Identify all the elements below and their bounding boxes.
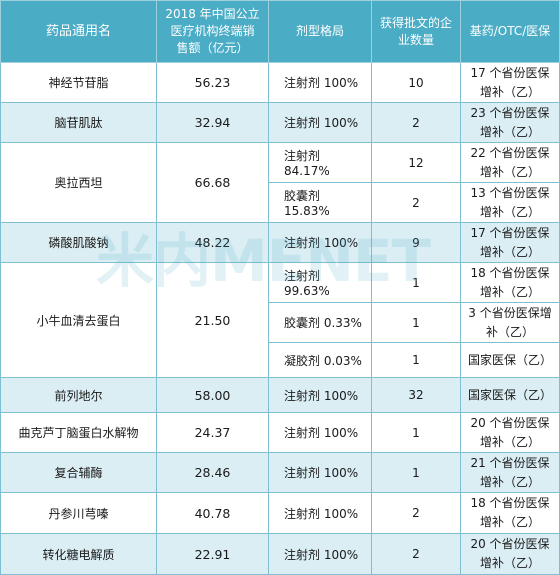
header-category: 基药/OTC/医保 — [460, 0, 560, 63]
table-row: 曲克芦丁脑蛋白水解物 24.37 注射剂 100% 1 20 个省份医保增补（乙… — [0, 412, 560, 453]
company-count-cell: 1 — [371, 412, 461, 453]
company-count-cell: 10 — [371, 62, 461, 103]
category-cell: 20 个省份医保增补（乙） — [460, 533, 560, 575]
company-count-cell: 1 — [371, 452, 461, 493]
drug-name-cell: 丹参川芎嗪 — [0, 492, 157, 534]
table-row: 胶囊剂 0.33% 1 3 个省份医保增补（乙） — [1, 302, 560, 343]
dosage-form-cell: 注射剂 99.63% — [268, 262, 372, 303]
drug-name-cell: 复合辅酶 — [0, 452, 157, 493]
dosage-form-cell: 注射剂 100% — [268, 102, 372, 143]
drug-name-cell: 脑苷肌肽 — [0, 102, 157, 143]
company-count-cell: 1 — [371, 302, 461, 343]
category-cell: 21 个省份医保增补（乙） — [460, 452, 560, 493]
header-company-count: 获得批文的企业数量 — [371, 0, 461, 63]
dosage-form-cell: 注射剂 100% — [268, 222, 372, 263]
table-row: 神经节苷脂 56.23 注射剂 100% 10 17 个省份医保增补（乙） — [0, 62, 560, 103]
table-row: 磷酸肌酸钠 48.22 注射剂 100% 9 17 个省份医保增补（乙） — [0, 222, 560, 263]
header-drug-name: 药品通用名 — [0, 0, 157, 63]
dosage-form-cell: 胶囊剂 0.33% — [268, 302, 372, 343]
dosage-form-cell: 注射剂 84.17% — [268, 142, 372, 183]
table-row: 奥拉西坦 66.68 注射剂 84.17% 12 22 个省份医保增补（乙） — [0, 142, 560, 223]
drug-name-cell: 前列地尔 — [0, 377, 157, 413]
sales-cell: 48.22 — [156, 222, 269, 263]
header-dosage-form: 剂型格局 — [268, 0, 372, 63]
dosage-form-cell: 注射剂 100% — [268, 62, 372, 103]
dosage-form-cell: 注射剂 100% — [268, 492, 372, 534]
sales-cell: 56.23 — [156, 62, 269, 103]
company-count-cell: 9 — [371, 222, 461, 263]
sales-cell: 22.91 — [156, 533, 269, 575]
category-cell: 国家医保（乙） — [460, 342, 560, 378]
drug-name-cell: 小牛血清去蛋白 — [0, 262, 157, 378]
category-cell: 22 个省份医保增补（乙） — [460, 142, 560, 183]
company-count-cell: 2 — [371, 102, 461, 143]
company-count-cell: 2 — [371, 533, 461, 575]
drug-name-cell: 磷酸肌酸钠 — [0, 222, 157, 263]
sales-cell: 21.50 — [156, 262, 269, 378]
category-cell: 17 个省份医保增补（乙） — [460, 222, 560, 263]
sales-cell: 58.00 — [156, 377, 269, 413]
drug-name-cell: 转化糖电解质 — [0, 533, 157, 575]
dosage-form-cell: 注射剂 100% — [268, 452, 372, 493]
category-cell: 17 个省份医保增补（乙） — [460, 62, 560, 103]
category-cell: 18 个省份医保增补（乙） — [460, 262, 560, 303]
drug-name-cell: 奥拉西坦 — [0, 142, 157, 223]
table-header-row: 药品通用名 2018 年中国公立医疗机构终端销售额（亿元） 剂型格局 获得批文的… — [0, 0, 560, 63]
table-row: 前列地尔 58.00 注射剂 100% 32 国家医保（乙） — [0, 377, 560, 413]
sales-cell: 40.78 — [156, 492, 269, 534]
dosage-form-cell: 凝胶剂 0.03% — [268, 342, 372, 378]
company-count-cell: 1 — [371, 342, 461, 378]
company-count-cell: 32 — [371, 377, 461, 413]
dosage-form-cell: 注射剂 100% — [268, 533, 372, 575]
category-cell: 18 个省份医保增补（乙） — [460, 492, 560, 534]
dosage-form-cell: 注射剂 100% — [268, 412, 372, 453]
dosage-form-cell: 胶囊剂 15.83% — [268, 182, 372, 223]
sales-cell: 32.94 — [156, 102, 269, 143]
sales-cell: 66.68 — [156, 142, 269, 223]
category-cell: 13 个省份医保增补（乙） — [460, 182, 560, 223]
category-cell: 20 个省份医保增补（乙） — [460, 412, 560, 453]
category-cell: 23 个省份医保增补（乙） — [460, 102, 560, 143]
table-row: 小牛血清去蛋白 21.50 注射剂 99.63% 1 18 个省份医保增补（乙） — [0, 262, 560, 378]
dosage-form-cell: 注射剂 100% — [268, 377, 372, 413]
company-count-cell: 2 — [371, 182, 461, 223]
table-row: 丹参川芎嗪 40.78 注射剂 100% 2 18 个省份医保增补（乙） — [0, 492, 560, 534]
company-count-cell: 12 — [371, 142, 461, 183]
category-cell: 国家医保（乙） — [460, 377, 560, 413]
sales-cell: 28.46 — [156, 452, 269, 493]
table-row: 脑苷肌肽 32.94 注射剂 100% 2 23 个省份医保增补（乙） — [0, 102, 560, 143]
table-row: 转化糖电解质 22.91 注射剂 100% 2 20 个省份医保增补（乙） — [0, 533, 560, 575]
table-row: 胶囊剂 15.83% 2 13 个省份医保增补（乙） — [1, 182, 560, 223]
header-sales: 2018 年中国公立医疗机构终端销售额（亿元） — [156, 0, 269, 63]
sales-cell: 24.37 — [156, 412, 269, 453]
table-row: 复合辅酶 28.46 注射剂 100% 1 21 个省份医保增补（乙） — [0, 452, 560, 493]
category-cell: 3 个省份医保增补（乙） — [460, 302, 560, 343]
drug-name-cell: 神经节苷脂 — [0, 62, 157, 103]
drug-name-cell: 曲克芦丁脑蛋白水解物 — [0, 412, 157, 453]
company-count-cell: 2 — [371, 492, 461, 534]
company-count-cell: 1 — [371, 262, 461, 303]
